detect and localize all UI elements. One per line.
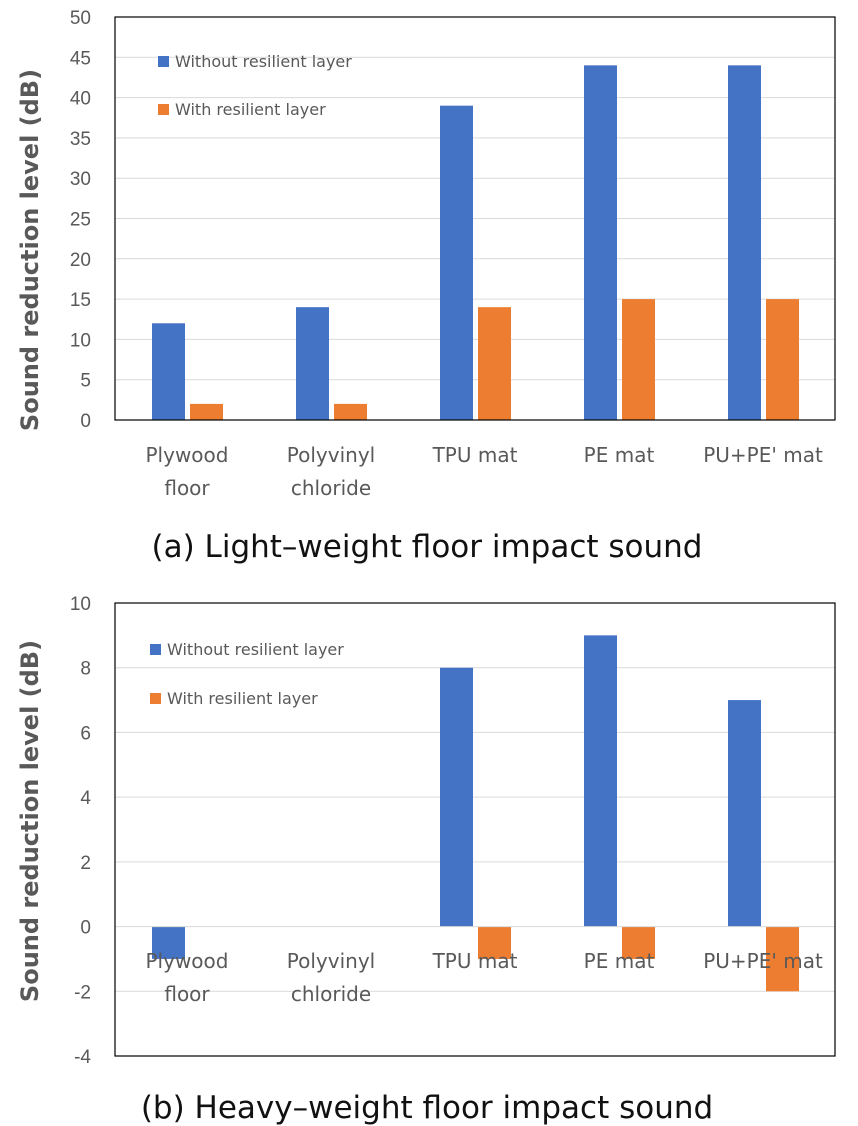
plot-frame bbox=[114, 602, 836, 1057]
y-tick-label: 5 bbox=[80, 371, 91, 392]
legend-label-with: With resilient layer bbox=[167, 689, 318, 708]
y-tick-label: 20 bbox=[70, 250, 91, 271]
y-tick-label: 45 bbox=[70, 48, 91, 69]
bar-with-resilient-4 bbox=[766, 926, 799, 992]
bar-with-resilient-2 bbox=[478, 926, 511, 959]
y-tick-label: 2 bbox=[80, 853, 91, 874]
bar-without-resilient-3 bbox=[584, 65, 617, 421]
bar-without-resilient-2 bbox=[440, 105, 473, 420]
bar-without-resilient-4 bbox=[728, 700, 761, 927]
y-tick-label: 25 bbox=[70, 210, 91, 231]
bar-without-resilient-0 bbox=[152, 323, 185, 420]
legend-label-with: With resilient layer bbox=[175, 100, 326, 119]
y-tick-label: 0 bbox=[80, 411, 91, 432]
x-category-label: PE mat bbox=[584, 949, 655, 973]
x-category-label: chloride bbox=[291, 476, 371, 500]
bar-without-resilient-2 bbox=[440, 667, 473, 927]
bar-without-resilient-3 bbox=[584, 635, 617, 927]
legend-swatch-with bbox=[150, 693, 161, 704]
legend: Without resilient layer With resilient la… bbox=[158, 52, 352, 119]
legend-label-without: Without resilient layer bbox=[175, 52, 352, 71]
bar-with-resilient-1 bbox=[334, 403, 367, 420]
bar-without-resilient-4 bbox=[728, 65, 761, 421]
y-tick-label: 6 bbox=[80, 723, 91, 744]
plot-frame bbox=[114, 16, 836, 421]
x-category-label: Polyvinyl bbox=[287, 949, 375, 973]
y-tick-label: 8 bbox=[80, 659, 91, 680]
bar-with-resilient-3 bbox=[622, 926, 655, 959]
x-category-label: Polyvinyl bbox=[287, 443, 375, 467]
x-category-label: Plywood bbox=[146, 443, 229, 467]
bar-with-resilient-2 bbox=[478, 307, 511, 420]
bar-with-resilient-4 bbox=[766, 299, 799, 420]
chart-a: 0 5 10 15 20 25 30 35 40 45 50 Plywood floor Polyviny… bbox=[16, 8, 836, 565]
bar-with-resilient-0 bbox=[190, 403, 223, 420]
y-tick-label: 35 bbox=[70, 129, 91, 150]
y-tick-label: 40 bbox=[70, 89, 91, 110]
x-category-label: PU+PE' mat bbox=[703, 443, 823, 467]
chart-b: -4 -2 0 2 4 6 8 10 Plywood floor Polyvinyl chloride… bbox=[16, 594, 836, 1126]
y-axis-label: Sound reduction level (dB) bbox=[16, 640, 44, 1002]
bar-without-resilient-0 bbox=[152, 926, 185, 959]
x-category-label: floor bbox=[164, 476, 210, 500]
bar-without-resilient-1 bbox=[296, 307, 329, 420]
legend-swatch-without bbox=[150, 644, 161, 655]
x-category-label: PE mat bbox=[584, 443, 655, 467]
chart-caption: (a) Light–weight floor impact sound bbox=[152, 529, 703, 565]
y-tick-label: 30 bbox=[70, 169, 91, 190]
y-axis-label: Sound reduction level (dB) bbox=[16, 69, 44, 431]
x-category-label: PU+PE' mat bbox=[703, 949, 823, 973]
x-category-label: TPU mat bbox=[432, 443, 518, 467]
legend-swatch-with bbox=[158, 104, 169, 115]
y-tick-label: 10 bbox=[70, 330, 91, 351]
y-tick-label: 0 bbox=[80, 918, 91, 939]
x-category-label: chloride bbox=[291, 982, 371, 1006]
y-tick-label: -2 bbox=[74, 982, 91, 1003]
bar-with-resilient-3 bbox=[622, 299, 655, 420]
chart-caption: (b) Heavy–weight floor impact sound bbox=[141, 1090, 713, 1126]
x-category-label: floor bbox=[164, 982, 210, 1006]
y-tick-label: -4 bbox=[74, 1047, 91, 1068]
legend-swatch-without bbox=[158, 56, 169, 67]
y-tick-label: 50 bbox=[70, 8, 91, 29]
legend: Without resilient layer With resilient la… bbox=[150, 640, 344, 708]
y-tick-label: 10 bbox=[70, 594, 91, 615]
y-tick-label: 15 bbox=[70, 290, 91, 311]
x-category-label: TPU mat bbox=[432, 949, 518, 973]
y-tick-label: 4 bbox=[80, 788, 91, 809]
x-category-label: Plywood bbox=[146, 949, 229, 973]
legend-label-without: Without resilient layer bbox=[167, 640, 344, 659]
